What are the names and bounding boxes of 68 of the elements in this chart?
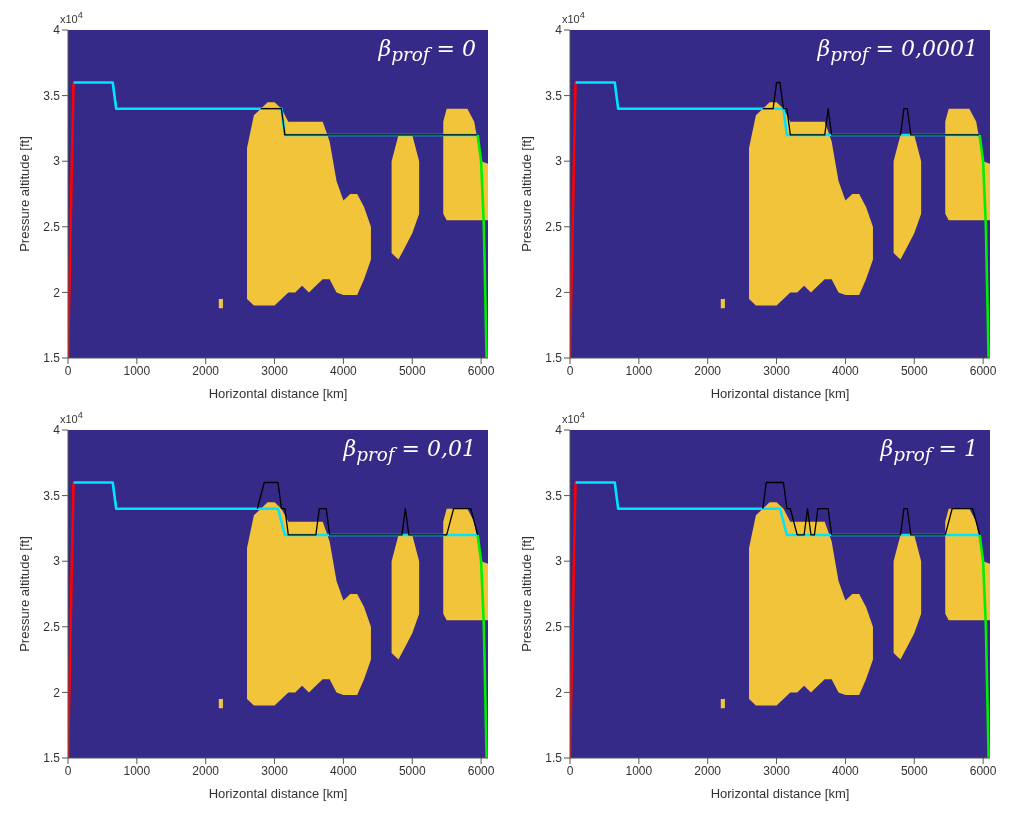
x-tick-label: 5000 xyxy=(900,763,928,778)
text: x10$^{4}$ xyxy=(562,10,585,25)
x-tick-label: 3000 xyxy=(261,363,289,378)
y-tick-label: 3.5 xyxy=(43,488,61,503)
x-tick-label: 6000 xyxy=(467,763,495,778)
y-tick-label: 3 xyxy=(555,554,563,569)
chart-title: β$_{prof}$ = 0 xyxy=(378,36,476,66)
y-tick-label: 2.5 xyxy=(545,620,563,635)
x-axis-title: Horizontal distance [km] xyxy=(710,786,850,801)
x-tick-label: 2000 xyxy=(192,363,220,378)
y-axis-title: Pressure altitude [ft] xyxy=(518,136,534,252)
x-tick-label: 4000 xyxy=(832,763,860,778)
y-axis-title: Pressure altitude [ft] xyxy=(16,536,32,652)
y-tick-label: 4 xyxy=(53,23,61,38)
x-tick-label: 3000 xyxy=(261,763,289,778)
y-tick-label: 2 xyxy=(53,685,61,700)
y-tick-label: 3 xyxy=(53,154,61,169)
x-tick-label: 6000 xyxy=(467,363,495,378)
x-tick-label: 1000 xyxy=(625,363,653,378)
y-tick-label: 3.5 xyxy=(545,88,563,103)
y-tick-label: 1.5 xyxy=(43,351,61,366)
y-tick-label: 3 xyxy=(555,154,563,169)
y-tick-label: 2 xyxy=(555,685,563,700)
x-tick-label: 5000 xyxy=(398,763,426,778)
y-axis-title: Pressure altitude [ft] xyxy=(518,536,534,652)
y-tick-label: 2 xyxy=(53,285,61,300)
text: x10$^{4}$ xyxy=(60,10,83,25)
y-tick-label: 4 xyxy=(53,423,61,438)
y-tick-label: 4 xyxy=(555,23,563,38)
x-tick-label: 3000 xyxy=(763,763,791,778)
y-tick-label: 3.5 xyxy=(545,488,563,503)
text: x10$^{4}$ xyxy=(60,410,83,425)
x-tick-label: 6000 xyxy=(969,763,997,778)
x-tick-label: 0 xyxy=(566,763,574,778)
x-tick-label: 2000 xyxy=(192,763,220,778)
x-tick-label: 3000 xyxy=(763,363,791,378)
x-tick-label: 0 xyxy=(64,363,72,378)
x-axis-title: Horizontal distance [km] xyxy=(208,786,348,801)
x-tick-label: 5000 xyxy=(398,363,426,378)
x-tick-label: 0 xyxy=(566,363,574,378)
x-tick-label: 4000 xyxy=(330,763,358,778)
y-tick-label: 2.5 xyxy=(545,220,563,235)
x-axis-title: Horizontal distance [km] xyxy=(710,386,850,401)
y-tick-label: 2 xyxy=(555,285,563,300)
x-tick-label: 4000 xyxy=(330,363,358,378)
x-tick-label: 1000 xyxy=(625,763,653,778)
chart-title: β$_{prof}$ = 0,01 xyxy=(343,436,476,466)
x-tick-label: 2000 xyxy=(694,763,722,778)
x-tick-label: 5000 xyxy=(900,363,928,378)
y-tick-label: 1.5 xyxy=(545,751,563,766)
x-tick-label: 1000 xyxy=(123,363,151,378)
y-tick-label: 3.5 xyxy=(43,88,61,103)
text: x10$^{4}$ xyxy=(562,410,585,425)
x-tick-label: 2000 xyxy=(694,363,722,378)
x-tick-label: 6000 xyxy=(969,363,997,378)
x-tick-label: 0 xyxy=(64,763,72,778)
y-axis-title: Pressure altitude [ft] xyxy=(16,136,32,252)
y-tick-label: 4 xyxy=(555,423,563,438)
y-tick-label: 1.5 xyxy=(43,751,61,766)
x-axis-title: Horizontal distance [km] xyxy=(208,386,348,401)
chart-title: β$_{prof}$ = 0,0001 xyxy=(817,36,978,66)
y-tick-label: 2.5 xyxy=(43,220,61,235)
chart-title: β$_{prof}$ = 1 xyxy=(880,436,978,466)
x-tick-label: 4000 xyxy=(832,363,860,378)
y-tick-label: 3 xyxy=(53,554,61,569)
y-tick-label: 2.5 xyxy=(43,620,61,635)
y-tick-label: 1.5 xyxy=(545,351,563,366)
x-tick-label: 1000 xyxy=(123,763,151,778)
